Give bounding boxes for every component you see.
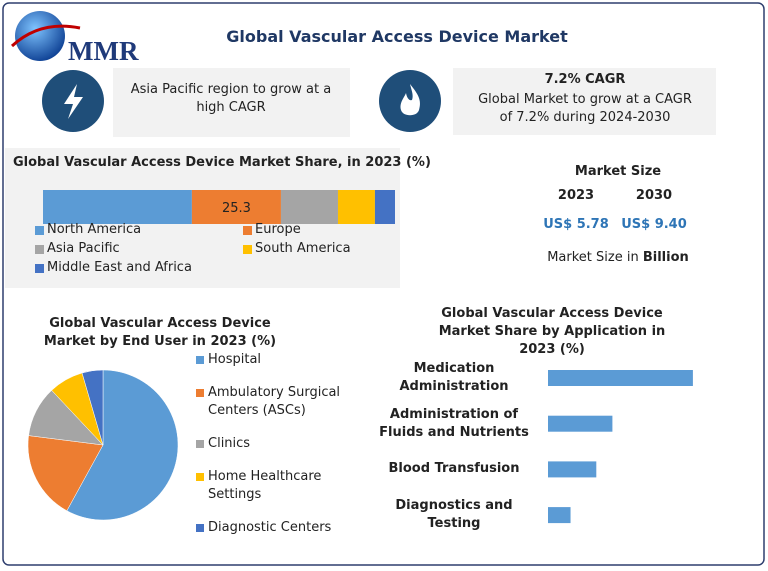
legend-item: Ambulatory Surgical Centers (ASCs) xyxy=(196,384,343,420)
bar xyxy=(548,415,613,432)
legend-label: Diagnostic Centers xyxy=(208,520,332,535)
legend-item: Hospital xyxy=(196,351,343,369)
legend-label: Hospital xyxy=(208,352,262,367)
legend-label: Home Healthcare Settings xyxy=(208,469,322,502)
market-size-year: 2030 xyxy=(635,188,673,203)
logo-text: MMR xyxy=(68,36,139,66)
highlight-box xyxy=(113,68,350,137)
bar-segment xyxy=(280,190,338,224)
legend-item: Diagnostic Centers xyxy=(196,519,343,537)
bar xyxy=(548,370,693,386)
logo-globe xyxy=(15,11,65,61)
bar-segment xyxy=(191,190,281,224)
legend-swatch xyxy=(196,524,204,532)
category-label: Medication Administration xyxy=(399,361,509,394)
category-label: Administration of Fluids and Nutrients xyxy=(379,406,529,440)
icon-glyph xyxy=(64,84,83,119)
pie-slice xyxy=(66,369,179,521)
market-size-year: 2023 xyxy=(557,188,595,203)
legend-swatch xyxy=(243,226,252,235)
page-title: Global Vascular Access Device Market xyxy=(226,27,568,46)
legend-label: Asia Pacific xyxy=(47,241,120,256)
market-size-note: Market Size in Billion xyxy=(518,249,718,267)
legend-label: Europe xyxy=(255,222,301,237)
legend-item: Home Healthcare Settings xyxy=(196,468,343,504)
highlight-heading: 7.2% CAGR xyxy=(544,72,626,87)
legend-swatch xyxy=(35,264,44,273)
legend-swatch xyxy=(196,389,204,397)
legend-label: Ambulatory Surgical Centers (ASCs) xyxy=(208,385,341,418)
legend-swatch xyxy=(196,440,204,448)
legend-label: South America xyxy=(255,241,351,256)
highlight-text: Asia Pacific region to grow at a xyxy=(130,82,332,97)
legend-swatch xyxy=(35,245,44,254)
legend-item: Clinics xyxy=(196,435,343,453)
bar-segment xyxy=(43,190,192,224)
bar-segment xyxy=(337,190,375,224)
legend-swatch xyxy=(196,356,204,364)
category-label: Blood Transfusion xyxy=(388,461,520,477)
legend-label: Middle East and Africa xyxy=(47,260,192,275)
legend-swatch xyxy=(243,245,252,254)
legend-swatch xyxy=(35,226,44,235)
pie-slice xyxy=(81,369,104,446)
market-size-value: US$ 5.78 xyxy=(543,217,609,232)
pie-slice xyxy=(27,435,104,512)
note-text: Market Size in xyxy=(547,250,639,265)
legend-label: Clinics xyxy=(208,436,251,451)
legend-swatch xyxy=(196,473,204,481)
highlight-box xyxy=(453,68,716,135)
legend: Hospital Ambulatory Surgical Centers (ASC… xyxy=(196,351,343,537)
chart-title: Global Vascular Access Device Market Sha… xyxy=(438,306,666,357)
chart-title: Global Vascular Access Device Market Sha… xyxy=(13,155,431,170)
logo-swoosh xyxy=(10,24,81,48)
highlight-text: high CAGR xyxy=(196,100,266,115)
legend-label: North America xyxy=(47,222,142,237)
note-unit: Billion xyxy=(642,250,689,265)
icon-glyph xyxy=(400,84,420,116)
bar-segment xyxy=(374,190,395,224)
chart-title: Global Vascular Access Device Market by … xyxy=(43,316,277,349)
bar xyxy=(548,507,571,524)
category-label: Diagnostics and Testing xyxy=(395,498,513,532)
market-size-title: Market Size xyxy=(574,164,662,179)
highlight-text: of 7.2% during 2024-2030 xyxy=(499,110,671,125)
market-size-value: US$ 9.40 xyxy=(621,217,687,232)
bar xyxy=(548,461,597,478)
highlight-text: Global Market to grow at a CAGR xyxy=(478,92,692,107)
data-label: 25.3 xyxy=(222,201,251,216)
